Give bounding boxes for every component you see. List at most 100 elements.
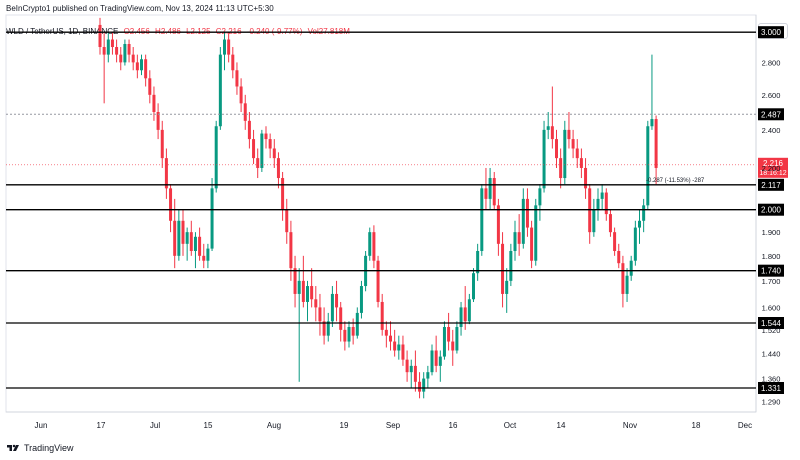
measure-label: -0.287 (-11.53%) -287	[646, 178, 705, 184]
time-tick-label: 15	[204, 421, 213, 430]
candle-body	[563, 129, 567, 179]
candle-body	[218, 54, 222, 127]
candle-body	[409, 365, 413, 373]
candle-body	[505, 280, 509, 294]
candle-body	[293, 268, 297, 294]
candle-body	[144, 59, 148, 79]
candle-body	[347, 326, 351, 342]
level-label-box	[758, 178, 784, 191]
candle-body	[650, 119, 654, 127]
price-tick-label: 1.290	[762, 398, 781, 407]
candle-body	[546, 126, 550, 130]
candle-body	[123, 44, 127, 63]
candle-body	[252, 139, 256, 159]
candle-body	[339, 307, 343, 330]
candle-body	[148, 78, 152, 95]
tradingview-footer: TradingView	[6, 443, 74, 453]
candle-body	[467, 299, 471, 322]
candle-body	[513, 232, 517, 251]
candle-body	[343, 329, 347, 342]
candle-body	[608, 214, 612, 233]
candle-body	[463, 307, 467, 322]
candle-body	[359, 286, 363, 313]
candle-body	[654, 119, 658, 168]
candle-body	[567, 129, 571, 140]
symbol-name: WLD / TetherUS, 1D, BINANCE	[6, 27, 119, 36]
candle-body	[604, 192, 608, 215]
candle-body	[476, 250, 480, 274]
price-tick-label: 1.600	[762, 303, 781, 312]
candle-body	[501, 243, 505, 294]
candle-body	[534, 205, 538, 261]
candle-body	[509, 250, 513, 281]
time-tick-label: 19	[340, 421, 349, 430]
price-tick-label: 2.200	[762, 164, 781, 173]
candle-body	[492, 178, 496, 206]
candle-body	[306, 286, 309, 302]
candle-body	[173, 220, 177, 256]
time-tick-label: 16	[449, 421, 458, 430]
candle-body	[355, 312, 359, 336]
countdown-label: 18:16:12	[759, 170, 786, 177]
candle-body	[131, 54, 135, 63]
price-tick-label: 1.800	[762, 252, 781, 261]
candle-body	[210, 188, 214, 249]
candle-body	[401, 344, 405, 360]
candle-body	[625, 275, 629, 294]
candle-body	[335, 293, 339, 308]
candle-body	[571, 139, 575, 149]
candle-body	[617, 250, 621, 264]
time-tick-label: 17	[97, 421, 106, 430]
candle-body	[372, 232, 376, 261]
candle-body	[310, 286, 314, 300]
candle-body	[301, 280, 305, 302]
candle-body	[368, 232, 372, 256]
candle-body	[268, 139, 272, 149]
candle-body	[442, 326, 446, 357]
time-tick-label: Oct	[504, 421, 517, 430]
dotted-level-label-box	[758, 108, 784, 121]
candle-body	[596, 198, 600, 210]
candle-body	[426, 372, 430, 379]
time-tick-label: Jul	[150, 421, 160, 430]
level-label: 3.000	[761, 28, 782, 37]
candle-body	[193, 236, 197, 251]
candle-body	[264, 133, 268, 140]
time-tick-label: Sep	[386, 421, 401, 430]
tradingview-logo-icon	[7, 444, 19, 451]
candle-body	[243, 103, 247, 121]
volume-value: Vol27.818M	[307, 27, 350, 36]
candle-body	[517, 232, 521, 244]
candle-body	[177, 220, 181, 256]
symbol-info: WLD / TetherUS, 1D, BINANCE O2.456 H2.48…	[6, 27, 353, 36]
candle-body	[600, 192, 604, 199]
price-tick-label: 1.440	[762, 350, 781, 359]
candle-body	[106, 39, 110, 55]
candle-body	[579, 158, 583, 168]
candle-body	[351, 326, 355, 336]
candle-body	[289, 232, 293, 269]
level-label: 1.740	[761, 267, 782, 276]
level-label: 1.331	[761, 384, 782, 393]
price-tick-label: 1.700	[762, 277, 781, 286]
level-label: 2.000	[761, 206, 782, 215]
level-label-box	[758, 26, 784, 39]
candle-body	[405, 359, 409, 373]
candle-body	[484, 188, 488, 199]
close-value: C2.216	[215, 27, 242, 36]
candle-body	[227, 39, 231, 55]
candle-body	[538, 188, 542, 206]
candle-body	[376, 260, 380, 302]
candle-body	[156, 112, 160, 130]
candle-body	[297, 280, 301, 294]
candle-body	[322, 321, 326, 336]
candle-body	[413, 365, 417, 382]
candle-body	[202, 255, 206, 261]
candle-body	[285, 209, 289, 233]
candle-body	[160, 129, 164, 159]
candle-body	[629, 260, 633, 276]
candle-body	[633, 227, 637, 261]
candle-body	[530, 227, 534, 261]
candle-body	[592, 209, 596, 233]
